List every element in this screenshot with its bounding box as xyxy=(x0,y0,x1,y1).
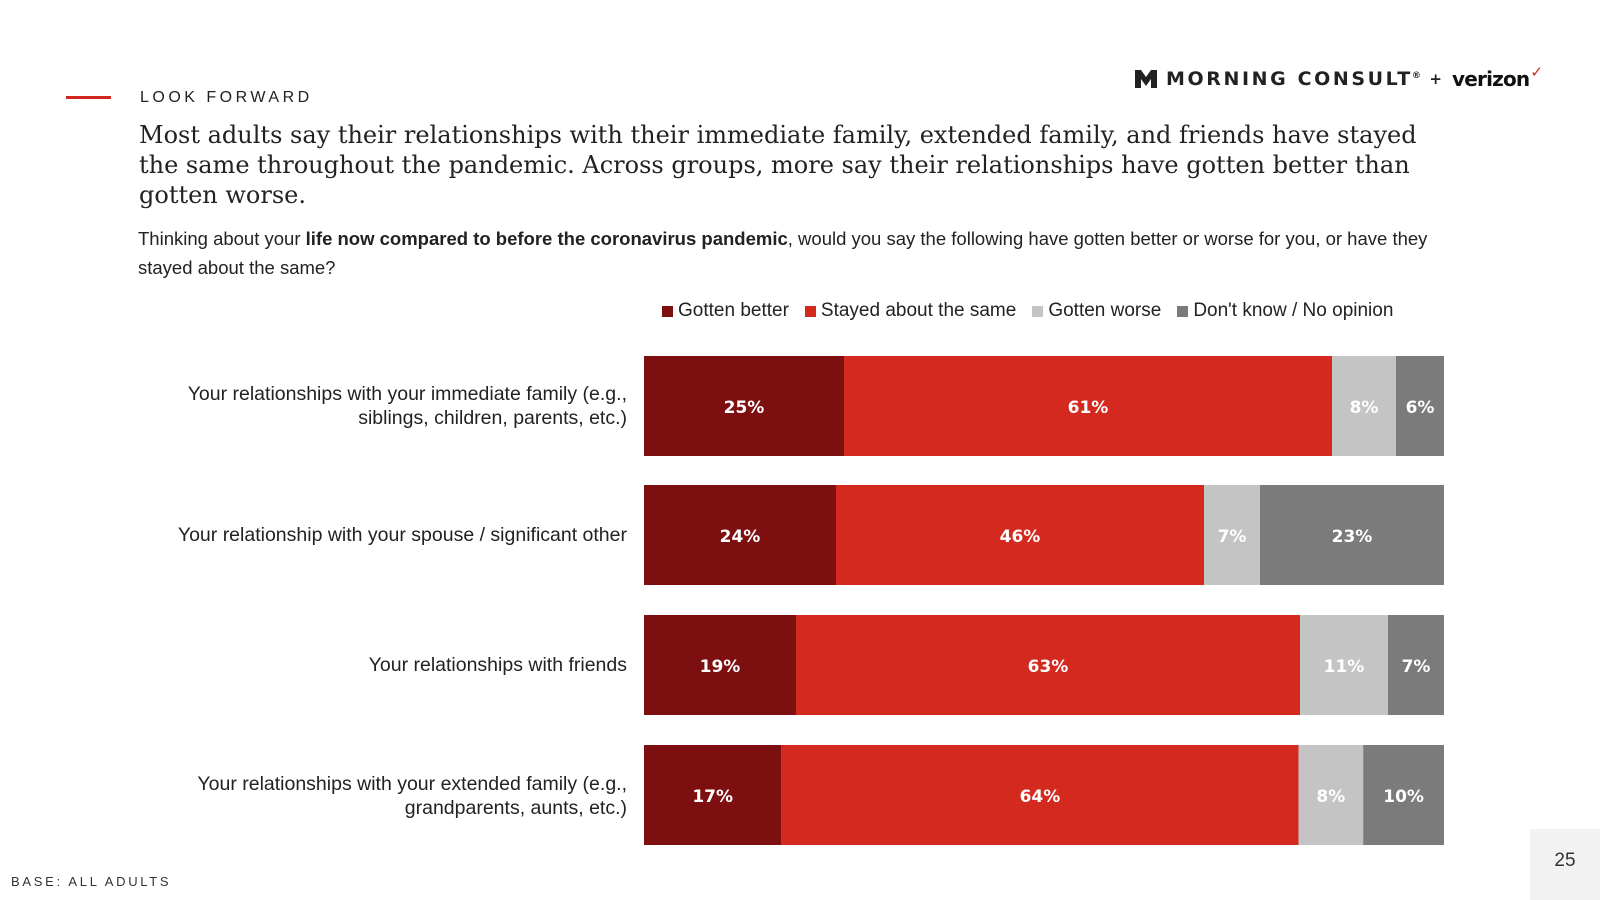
chart-legend: Gotten better Stayed about the same Gott… xyxy=(662,300,1393,322)
data-label-gotten-better-row-4: 17% xyxy=(692,787,733,807)
data-label-gotten-better-row-1: 25% xyxy=(724,398,765,418)
data-label-gotten-worse-row-2: 7% xyxy=(1218,527,1247,547)
bar-gotten-better-row-4 xyxy=(644,745,782,845)
data-label-gotten-worse-row-1: 8% xyxy=(1350,398,1379,418)
data-label-dont-know-row-3: 7% xyxy=(1402,657,1431,677)
logo-partner: verizon xyxy=(1452,67,1530,91)
row-label-spouse: Your relationship with your spouse / sig… xyxy=(177,524,627,546)
legend-item-gotten-better: Gotten better xyxy=(662,300,789,322)
row-label-extended-family: Your relationships with your extended fa… xyxy=(197,773,627,819)
bar-gotten-better-row-2 xyxy=(644,485,836,585)
bar-gotten-worse-row-1 xyxy=(1332,356,1396,456)
data-label-gotten-better-row-2: 24% xyxy=(720,527,761,547)
verizon-check-icon: ✓ xyxy=(1530,64,1543,81)
legend-item-stayed-same: Stayed about the same xyxy=(804,300,1016,322)
logo-brand: MORNING CONSULT® xyxy=(1166,68,1424,90)
bar-gotten-worse-row-4 xyxy=(1298,745,1364,845)
morning-consult-logo-icon xyxy=(1135,70,1157,88)
question-emphasis: life now compared to before the coronavi… xyxy=(305,228,788,249)
logo-plus: + xyxy=(1429,70,1442,88)
data-label-stayed-same-row-2: 46% xyxy=(1000,527,1041,547)
bar-dont-know-row-3 xyxy=(1388,615,1444,715)
section-label: LOOK FORWARD xyxy=(140,89,313,106)
accent-line xyxy=(66,96,111,99)
data-label-dont-know-row-2: 23% xyxy=(1332,527,1373,547)
headline: Most adults say their relationships with… xyxy=(139,121,1417,209)
data-label-dont-know-row-1: 6% xyxy=(1406,398,1435,418)
bar-gotten-better-row-1 xyxy=(644,356,844,456)
legend-swatch xyxy=(1032,305,1044,317)
bar-gotten-better-row-3 xyxy=(644,615,796,715)
legend-item-dont-know: Don't know / No opinion xyxy=(1177,300,1393,322)
bar-stayed-same-row-1 xyxy=(844,356,1332,456)
row-label-immediate-family: Your relationships with your immediate f… xyxy=(187,383,627,429)
row-label-friends: Your relationships with friends xyxy=(368,654,627,676)
base-note: BASE: ALL ADULTS xyxy=(11,874,172,889)
legend-swatch xyxy=(804,305,816,317)
legend-item-gotten-worse: Gotten worse xyxy=(1032,300,1161,322)
data-label-dont-know-row-4: 10% xyxy=(1383,787,1424,807)
data-label-gotten-worse-row-3: 11% xyxy=(1324,657,1365,677)
legend-swatch xyxy=(1177,305,1189,317)
data-label-stayed-same-row-3: 63% xyxy=(1028,657,1069,677)
page-number-box: 25 xyxy=(1530,829,1600,900)
survey-question: Thinking about your life now compared to… xyxy=(138,228,1428,278)
data-label-stayed-same-row-1: 61% xyxy=(1068,398,1109,418)
logo: MORNING CONSULT® + verizon ✓ xyxy=(1134,64,1543,92)
bar-stayed-same-row-4 xyxy=(781,745,1299,845)
bar-gotten-worse-row-2 xyxy=(1204,485,1260,585)
bar-dont-know-row-4 xyxy=(1363,745,1444,845)
bar-gotten-worse-row-3 xyxy=(1300,615,1388,715)
bar-dont-know-row-1 xyxy=(1396,356,1444,456)
page-number: 25 xyxy=(1554,850,1576,871)
legend-swatch xyxy=(662,305,673,317)
bar-dont-know-row-2 xyxy=(1260,485,1444,585)
data-label-stayed-same-row-4: 64% xyxy=(1020,787,1061,807)
bar-stayed-same-row-3 xyxy=(796,615,1300,715)
data-label-gotten-worse-row-4: 8% xyxy=(1316,787,1345,807)
data-label-gotten-better-row-3: 19% xyxy=(700,657,741,677)
bar-stayed-same-row-2 xyxy=(836,485,1204,585)
